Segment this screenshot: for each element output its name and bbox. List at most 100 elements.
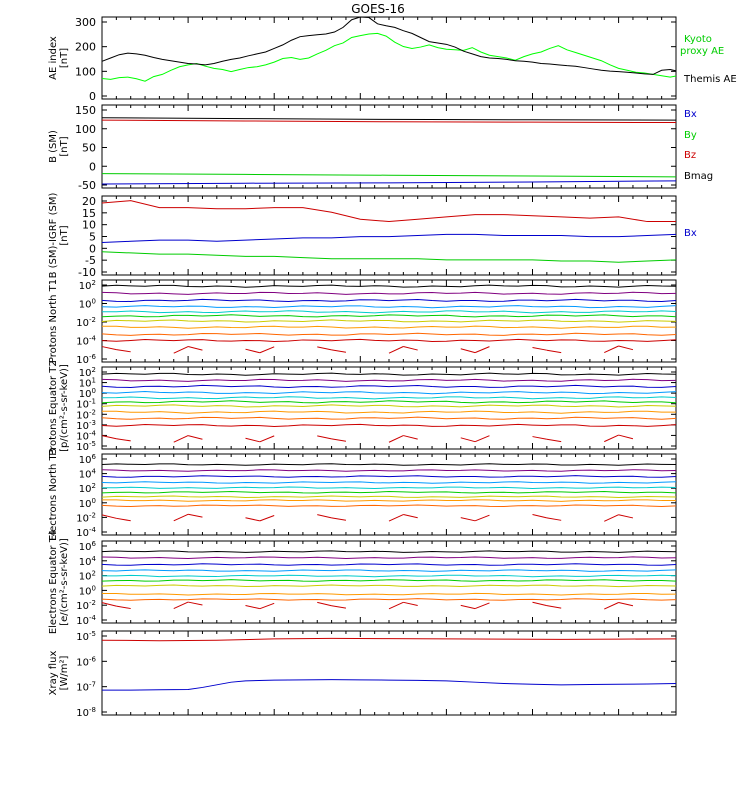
y-tick-label: 10-8 [76, 706, 96, 719]
series-segment-P11 [245, 348, 260, 354]
y-tick-label: 104 [79, 468, 97, 481]
series-segment-E10 [173, 601, 189, 610]
series-segment-P11 [245, 437, 260, 443]
series-line-E2 [101, 469, 677, 472]
y-tick-label: 0 [89, 242, 96, 255]
y-axis-label-protons-north: Protons North T1 [48, 279, 59, 363]
series-line-0.05-0.4 nm [102, 679, 677, 691]
y-tick-label: 100 [75, 123, 96, 136]
series-segment-P11 [116, 349, 131, 353]
series-line-P2 [101, 378, 677, 382]
series-line-P2 [101, 291, 677, 295]
series-segment-P11 [532, 436, 547, 440]
series-segment-P11 [604, 345, 619, 354]
y-tick-label: 5 [89, 231, 96, 244]
legend-kyoto-2: proxy AE [680, 46, 724, 57]
y-tick-label: 20 [82, 195, 96, 208]
series-segment-E10 [101, 602, 117, 607]
series-segment-E10 [388, 601, 404, 610]
y-tick-label: 10-6 [76, 353, 96, 366]
y-axis-label-ae: AE index [48, 36, 59, 80]
series-line-Bz [101, 200, 676, 223]
series-segment-E10 [388, 514, 404, 522]
series-segment-E10 [546, 517, 562, 521]
y-tick-label: 101 [79, 377, 96, 390]
y-axis-label-bdiff: B (SM)-IGRF (SM) [48, 193, 59, 279]
series-segment-E10 [173, 513, 189, 522]
series-segment-E10 [604, 602, 619, 610]
series-segment-E10 [116, 517, 131, 522]
series-line-E8 [101, 592, 677, 596]
series-segment-P11 [317, 346, 332, 351]
y-axis-label-units-bdiff: [nT] [59, 225, 70, 245]
series-segment-E10 [604, 514, 619, 522]
legend-Bmag: Bmag [684, 171, 713, 182]
series-segment-E10 [259, 515, 275, 522]
y-tick-label: 106 [79, 453, 97, 466]
y-tick-label: -10 [78, 266, 96, 279]
series-line-E6 [101, 490, 677, 494]
series-line-P3 [101, 298, 677, 302]
series-line-P7 [101, 319, 677, 323]
y-axis-label-units-electrons-equator: [e/(cm²-s-sr-keV)] [59, 538, 70, 626]
y-tick-label: 10 [82, 219, 96, 232]
y-tick-label: 10-4 [76, 429, 96, 442]
series-line-E8 [101, 499, 677, 502]
series-segment-P11 [173, 346, 189, 354]
series-segment-P11 [116, 438, 131, 442]
series-segment-P11 [331, 438, 347, 442]
series-line-E7 [101, 495, 677, 499]
y-axis-label-electrons-north: Electrons North T3 [48, 448, 59, 541]
y-tick-label: 200 [75, 41, 96, 54]
series-segment-P11 [474, 346, 490, 354]
series-segment-P11 [618, 434, 634, 440]
y-tick-label: 100 [75, 65, 96, 78]
y-axis-label-protons-equator: Protons Equator T2 [48, 360, 59, 456]
series-segment-E10 [460, 604, 476, 610]
series-line-E3 [101, 475, 677, 478]
y-tick-label: 100 [79, 497, 96, 510]
series-line-P8 [101, 325, 677, 329]
series-line-Themis AE [101, 16, 677, 75]
y-tick-label: 150 [75, 104, 96, 117]
series-line-Bx [101, 180, 677, 185]
series-segment-P11 [532, 347, 547, 351]
series-segment-E10 [532, 601, 547, 607]
series-segment-P11 [187, 435, 203, 440]
series-segment-E10 [532, 514, 547, 519]
series-segment-P11 [546, 438, 562, 443]
series-line-E9 [101, 598, 677, 601]
series-segment-E10 [188, 601, 203, 606]
series-line-Bx [101, 233, 677, 243]
series-segment-E10 [101, 514, 117, 519]
y-axis-label-electrons-equator: Electrons Equator T4 [48, 530, 59, 634]
series-segment-P11 [604, 434, 619, 443]
y-tick-label: 10-7 [76, 681, 96, 694]
panel-frame-electrons-equator [101, 540, 677, 624]
y-tick-label: 100 [79, 298, 96, 311]
series-segment-E10 [188, 513, 203, 518]
series-line-P6 [101, 314, 677, 318]
series-line-P10 [101, 338, 677, 342]
series-segment-P11 [460, 348, 476, 354]
panel-frame-electrons-north [101, 453, 677, 536]
series-line-E4 [101, 481, 677, 484]
y-tick-label: 10-4 [76, 335, 96, 348]
y-tick-label: 102 [79, 279, 96, 292]
panel-frame-ae [101, 16, 677, 100]
plot-title: GOES-16 [351, 2, 405, 16]
series-segment-P11 [474, 435, 490, 443]
y-tick-label: -5 [85, 254, 96, 267]
series-line-By [101, 251, 677, 263]
series-segment-E10 [317, 514, 332, 519]
series-segment-P11 [460, 437, 476, 443]
legend-themis: Themis AE [683, 74, 737, 85]
y-tick-label: 10-2 [76, 316, 96, 329]
series-segment-E10 [331, 605, 347, 609]
series-line-E4 [101, 569, 677, 572]
series-segment-E10 [618, 602, 634, 607]
series-segment-P11 [618, 345, 634, 351]
y-axis-label-xray: Xray flux [48, 651, 59, 696]
series-line-E1 [101, 550, 677, 553]
y-tick-label: 10-2 [76, 408, 96, 421]
